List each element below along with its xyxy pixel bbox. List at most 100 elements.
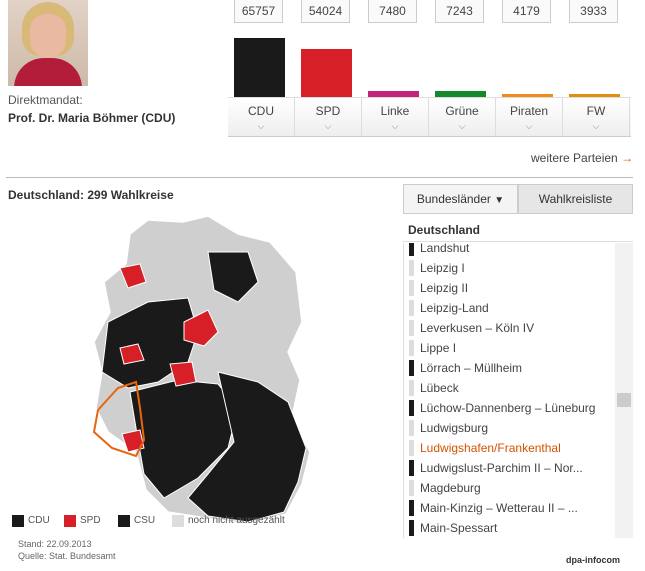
district-list-item[interactable]: Main-Kinzig – Wetterau II – ... <box>404 498 634 518</box>
divider <box>6 177 633 178</box>
party-marker <box>409 320 414 336</box>
chevron-down-icon: ⌵ <box>391 121 399 131</box>
district-name: Leverkusen – Köln IV <box>420 321 535 335</box>
mandate-label: Direktmandat: <box>8 93 83 107</box>
more-parties-link[interactable]: weitere Parteien → <box>531 151 634 165</box>
district-list-item[interactable]: Leverkusen – Köln IV <box>404 318 634 338</box>
party-marker <box>409 480 414 496</box>
chevron-down-icon: ⌵ <box>324 121 332 131</box>
party-marker <box>409 260 414 276</box>
party-tab-label: CDU <box>248 104 274 118</box>
party-tab-grüne[interactable]: Grüne ⌵ <box>429 98 496 136</box>
legend-label: CDU <box>28 515 50 526</box>
wahlkreisliste-button[interactable]: Wahlkreisliste <box>518 184 633 214</box>
district-list-item[interactable]: Landshut <box>404 243 634 258</box>
vote-value-linke: 7480 <box>368 0 417 23</box>
bar-cdu <box>234 38 285 98</box>
scrollbar[interactable] <box>615 243 633 538</box>
source-label: Quelle: Stat. Bundesamt <box>18 551 116 561</box>
legend-swatch <box>118 515 130 527</box>
vote-value-cdu: 65757 <box>234 0 283 23</box>
germany-map[interactable] <box>88 212 310 530</box>
district-name: Main-Kinzig – Wetterau II – ... <box>420 501 578 515</box>
bar-fw <box>569 94 620 98</box>
bar-spd <box>301 49 352 98</box>
list-divider <box>403 241 633 242</box>
district-name: Lippe I <box>420 341 457 355</box>
party-marker <box>409 360 414 376</box>
district-list-item[interactable]: Ludwigsburg <box>404 418 634 438</box>
party-tabs: CDU ⌵ SPD ⌵ Linke ⌵ Grüne ⌵ Piraten ⌵ FW ⌵ <box>228 97 631 137</box>
candidate-photo <box>8 0 88 86</box>
arrow-right-icon: → <box>621 151 634 165</box>
vote-value-fw: 3933 <box>569 0 618 23</box>
credit-logo: dpa-infocom <box>566 555 620 565</box>
party-marker <box>409 440 414 456</box>
district-name: Lübeck <box>420 381 459 395</box>
district-name: Magdeburg <box>420 481 481 495</box>
district-name: Leipzig I <box>420 261 465 275</box>
party-tab-label: Linke <box>380 104 410 118</box>
chevron-down-icon: ⌵ <box>592 121 600 131</box>
party-tab-label: Grüne <box>445 104 479 118</box>
district-list-item[interactable]: Main-Spessart <box>404 518 634 538</box>
scrollbar-thumb[interactable] <box>617 393 631 407</box>
list-header: Deutschland <box>408 223 481 237</box>
legend-swatch <box>12 515 24 527</box>
district-list-item[interactable]: Leipzig-Land <box>404 298 634 318</box>
party-marker <box>409 300 414 316</box>
party-marker <box>409 340 414 356</box>
district-list-item[interactable]: Leipzig II <box>404 278 634 298</box>
party-tab-label: FW <box>586 104 606 118</box>
district-list-item[interactable]: Lübeck <box>404 378 634 398</box>
district-name: Lörrach – Müllheim <box>420 361 523 375</box>
legend-label: SPD <box>80 515 101 526</box>
district-name: Ludwigslust-Parchim II – Nor... <box>420 461 583 475</box>
district-name: Main-Spessart <box>420 521 498 535</box>
legend-label: noch nicht ausgezählt <box>188 515 285 526</box>
party-tab-fw[interactable]: FW ⌵ <box>563 98 630 136</box>
chevron-down-icon: ⌵ <box>525 121 533 131</box>
district-list-item[interactable]: Lörrach – Müllheim <box>404 358 634 378</box>
party-marker <box>409 420 414 436</box>
vote-value-piraten: 4179 <box>502 0 551 23</box>
bar-linke <box>368 91 419 98</box>
district-name: Leipzig II <box>420 281 469 295</box>
candidate-name: Prof. Dr. Maria Böhmer (CDU) <box>8 111 176 125</box>
party-tab-label: SPD <box>315 104 341 118</box>
legend-swatch <box>172 515 184 527</box>
party-marker <box>409 400 414 416</box>
party-marker <box>409 243 414 256</box>
legend-swatch <box>64 515 76 527</box>
district-name: Leipzig-Land <box>420 301 489 315</box>
party-marker <box>409 500 414 516</box>
district-list-item[interactable]: Magdeburg <box>404 478 634 498</box>
vote-value-spd: 54024 <box>301 0 350 23</box>
district-name: Lüchow-Dannenberg – Lüneburg <box>420 401 596 415</box>
bar-grüne <box>435 91 486 98</box>
caret-down-icon: ▼ <box>494 195 505 206</box>
legend-label: CSU <box>134 515 156 526</box>
vote-value-grüne: 7243 <box>435 0 484 23</box>
party-tab-spd[interactable]: SPD ⌵ <box>295 98 362 136</box>
district-list-item[interactable]: Ludwigshafen/Frankenthal <box>404 438 634 458</box>
map-title: Deutschland: 299 Wahlkreise <box>8 188 174 202</box>
chevron-down-icon: ⌵ <box>257 121 265 131</box>
party-marker <box>409 380 414 396</box>
stand-label: Stand: 22.09.2013 <box>18 539 92 549</box>
district-name: Ludwigshafen/Frankenthal <box>420 441 561 455</box>
bundeslaender-dropdown[interactable]: Bundesländer ▼ <box>403 184 518 214</box>
chevron-down-icon: ⌵ <box>458 121 466 131</box>
party-tab-linke[interactable]: Linke ⌵ <box>362 98 429 136</box>
district-list-item[interactable]: Lüchow-Dannenberg – Lüneburg <box>404 398 634 418</box>
district-name: Ludwigsburg <box>420 421 489 435</box>
district-list-item[interactable]: Leipzig I <box>404 258 634 278</box>
party-tab-piraten[interactable]: Piraten ⌵ <box>496 98 563 136</box>
party-marker <box>409 460 414 476</box>
district-list-item[interactable]: Ludwigslust-Parchim II – Nor... <box>404 458 634 478</box>
party-marker <box>409 520 414 536</box>
district-list[interactable]: Landshut Leipzig I Leipzig II Leipzig-Land L… <box>403 243 634 538</box>
district-list-item[interactable]: Lippe I <box>404 338 634 358</box>
party-tab-cdu[interactable]: CDU ⌵ <box>228 98 295 136</box>
party-tab-label: Piraten <box>509 104 549 118</box>
